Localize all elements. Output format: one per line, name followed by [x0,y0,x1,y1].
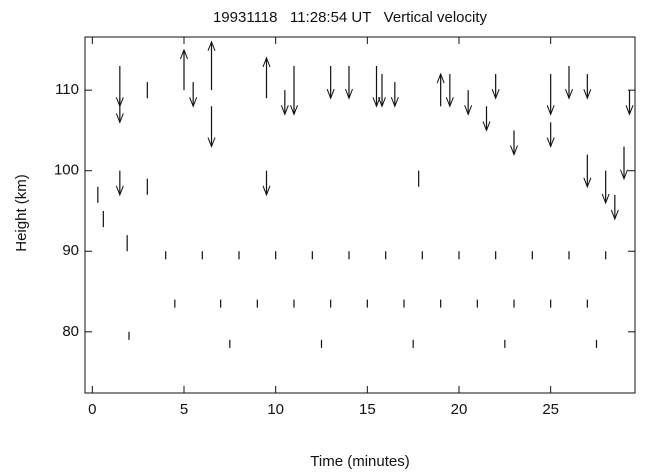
velocity-arrow [280,90,289,116]
y-tick-label: 110 [55,81,79,98]
velocity-arrow [390,82,399,108]
velocity-arrow [262,170,271,197]
x-tick-label: 5 [180,401,188,418]
velocity-arrow [207,106,216,148]
velocity-arrow [436,72,445,107]
velocity-arrow [180,48,188,91]
velocity-arrow [601,170,610,205]
velocity-arrow [546,74,555,116]
velocity-arrow [464,90,473,116]
velocity-arrow [625,90,634,116]
plot-frame [84,36,636,394]
y-tick-label: 100 [54,162,79,179]
velocity-arrow [510,130,518,156]
velocity-arrow [546,122,555,148]
velocity-arrow [565,65,573,100]
x-tick-label: 0 [88,401,96,418]
velocity-arrow [115,170,124,197]
velocity-arrow [326,65,335,100]
velocity-arrow [583,74,592,100]
x-axis-label: Time (minutes) [310,453,409,470]
y-tick-label: 80 [62,323,79,340]
velocity-arrow [491,74,500,100]
velocity-arrow [372,65,381,108]
velocity-arrow [290,65,298,116]
velocity-arrow [445,74,454,108]
velocity-arrow [262,56,271,99]
velocity-arrow [583,154,592,189]
velocity-arrow [207,40,216,91]
y-tick-label: 90 [62,242,79,259]
velocity-arrow [345,65,353,100]
chart-title: 19931118 11:28:54 UT Vertical velocity [213,9,488,26]
velocity-arrow [620,146,628,181]
velocity-arrow [482,106,491,132]
y-axis-label: Height (km) [13,174,30,252]
velocity-arrow [378,74,386,108]
velocity-arrow [189,82,198,108]
velocity-arrow [610,194,619,221]
x-tick-label: 20 [451,401,468,418]
velocity-arrow [115,98,124,124]
x-tick-label: 15 [359,401,376,418]
x-tick-label: 25 [542,401,559,418]
x-tick-label: 10 [267,401,284,418]
